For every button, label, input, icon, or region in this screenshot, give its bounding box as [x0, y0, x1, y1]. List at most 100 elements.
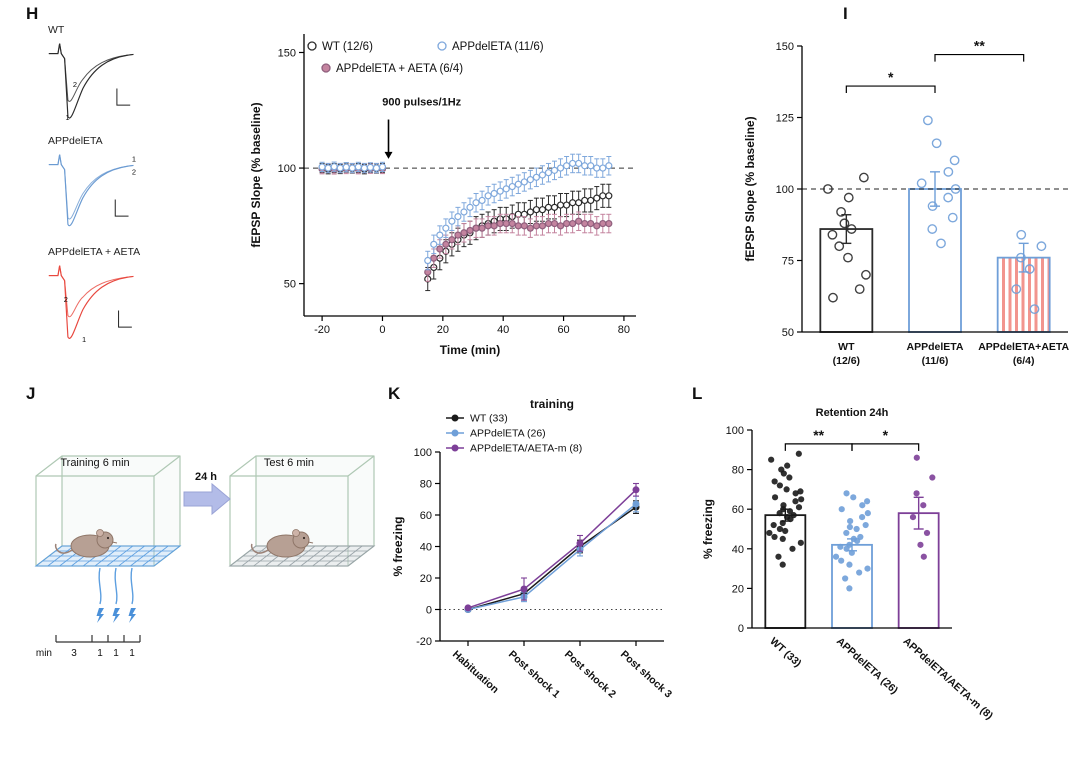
svg-text:60: 60 [732, 504, 744, 516]
scale-bar [116, 88, 131, 106]
significance-label-0: ** [813, 427, 824, 443]
scatter-dots-2 [1011, 229, 1047, 315]
category-label-2: Post shock 2 [562, 648, 618, 700]
trace-sweep-2 [48, 154, 134, 220]
category-label-2: APPdelETA+AETA [978, 341, 1069, 353]
svg-text:80: 80 [732, 465, 744, 477]
svg-text:2: 2 [132, 168, 136, 177]
svg-text:80: 80 [618, 324, 630, 336]
trace-sweep-1 [48, 265, 134, 339]
y-axis-label: fEPSP Slope (% baseline) [249, 102, 263, 247]
svg-text:60: 60 [557, 324, 569, 336]
fepsp-bar-chart: 50 75 100 125 150 WT (12/6) APPdelETA (11/6) APPd… [742, 30, 1074, 382]
panel-label-h: H [26, 4, 39, 23]
legend-marker-1 [451, 429, 459, 437]
significance-bracket-0 [845, 85, 936, 94]
grid-floor [34, 545, 182, 567]
category-label-2: APPdelETA/AETA-m (8) [901, 635, 995, 722]
lightning-bolt-icon [128, 608, 136, 623]
scatter-dots-0 [766, 450, 805, 568]
scatter-dots-1 [832, 490, 871, 592]
svg-text:-20: -20 [416, 636, 432, 648]
retention-bar-chart: 0 20 40 60 80 100 WT (33) APPdelETA (26) APPdelE… [700, 394, 1072, 756]
svg-text:(6/4): (6/4) [1013, 355, 1035, 367]
timeline-segment-0: 3 [71, 648, 77, 659]
legend-marker-1 [437, 41, 447, 51]
svg-text:40: 40 [497, 324, 509, 336]
svg-text:100: 100 [414, 447, 432, 459]
svg-text:2: 2 [73, 80, 77, 89]
category-label-0: WT (33) [767, 635, 803, 669]
svg-text:60: 60 [420, 510, 432, 522]
svg-text:2: 2 [64, 295, 68, 304]
chamber-box [229, 455, 375, 567]
svg-text:-20: -20 [314, 324, 330, 336]
legend-label-2: APPdelETA/AETA-m (8) [470, 443, 582, 455]
svg-text:0: 0 [738, 623, 744, 635]
mouse-illustration [54, 529, 118, 558]
y-axis-label: fEPSP Slope (% baseline) [743, 116, 757, 261]
chart-title: training [530, 397, 574, 411]
trace-appdeleta-label: APPdelETA [48, 135, 103, 147]
significance-bracket-0 [784, 443, 853, 451]
significance-label-1: * [883, 427, 889, 443]
legend-label-1: APPdelETA (26) [470, 428, 546, 440]
svg-text:75: 75 [782, 256, 794, 268]
scale-bar [114, 199, 129, 217]
stimulus-annotation: 900 pulses/1Hz [382, 97, 461, 109]
trace-sweep-2 [48, 265, 134, 318]
timeline-segment-3: 1 [129, 648, 135, 659]
y-axis-label: % freezing [701, 499, 715, 559]
significance-label-1: ** [974, 38, 985, 54]
retention-freezing-svg: 0 20 40 60 80 100 WT (33) APPdelETA (26) APPdelE… [701, 407, 995, 722]
trace-svg-2: 12 [48, 265, 134, 344]
svg-text:50: 50 [782, 327, 794, 339]
legend-marker-0 [451, 414, 459, 422]
svg-text:50: 50 [284, 279, 296, 291]
legend-marker-2 [321, 63, 331, 73]
svg-text:20: 20 [420, 573, 432, 585]
category-label-0: WT [838, 341, 855, 353]
series-1 [464, 495, 640, 613]
series-1 [318, 162, 613, 282]
fepsp-timecourse-svg: -20 0 20 40 60 80 50 100 150 Time (min) fEPSP Slop… [249, 34, 636, 357]
svg-text:100: 100 [278, 163, 296, 175]
svg-text:100: 100 [776, 184, 794, 196]
svg-text:20: 20 [732, 583, 744, 595]
trace-wt-label: WT [48, 24, 65, 36]
scatter-dots-0 [823, 172, 871, 303]
trace-svg-1: 12 [48, 154, 136, 227]
interval-label: 24 h [195, 471, 217, 483]
interval-arrow [183, 482, 231, 516]
svg-text:125: 125 [776, 113, 794, 125]
y-axis-label: % freezing [391, 516, 405, 576]
svg-text:40: 40 [420, 542, 432, 554]
svg-text:1: 1 [65, 113, 69, 122]
svg-text:0: 0 [426, 605, 432, 617]
bar-0 [819, 228, 874, 333]
significance-label-0: * [888, 69, 894, 85]
chamber-box [35, 455, 181, 567]
category-label-1: APPdelETA [907, 341, 964, 353]
shock-wire [98, 567, 102, 605]
trace-svg-0: 12 [48, 43, 134, 122]
fepsp-bar-svg: 50 75 100 125 150 WT (12/6) APPdelETA (11/6) APPd… [743, 38, 1070, 367]
scale-bar [118, 310, 132, 328]
x-axis-label: Time (min) [440, 343, 500, 357]
svg-text:(12/6): (12/6) [833, 355, 860, 367]
category-label-3: Post shock 3 [618, 648, 674, 700]
series-2 [318, 153, 613, 271]
legend-label-0: WT (12/6) [322, 41, 373, 53]
significance-bracket-1 [851, 443, 920, 451]
fepsp-timecourse-chart: -20 0 20 40 60 80 50 100 150 Time (min) fEPSP Slop… [246, 28, 646, 360]
svg-text:20: 20 [437, 324, 449, 336]
